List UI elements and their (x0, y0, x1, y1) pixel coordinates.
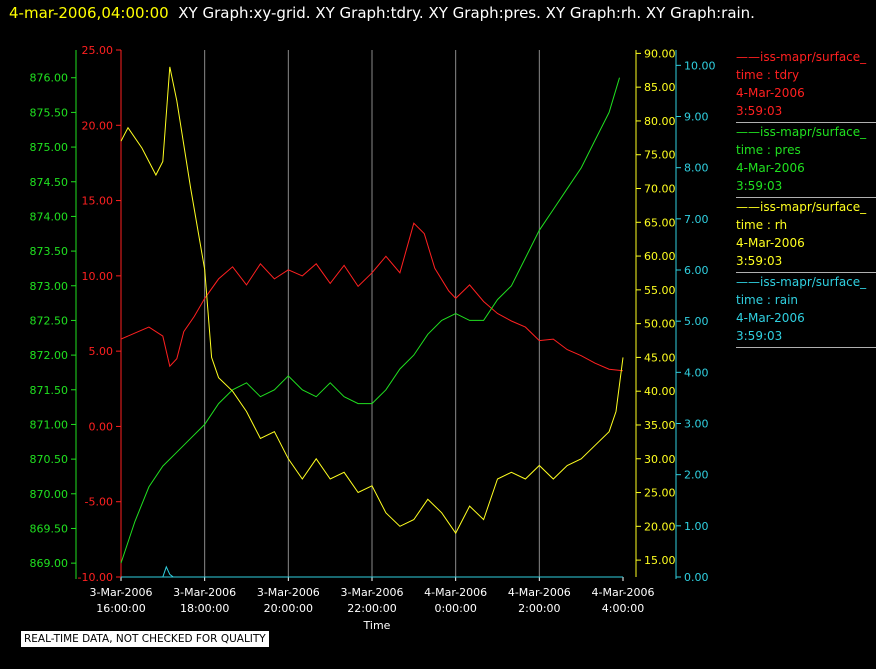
timestamp: 4-mar-2006,04:00:00 (9, 4, 169, 22)
legend-field: time : rain (736, 293, 799, 307)
pres-tick-label: 870.00 (30, 488, 69, 501)
legend-series: ——iss-mapr/surface_ (736, 125, 867, 139)
legend-time: 3:59:03 (736, 104, 783, 118)
x-tick-label: 22:00:00 (347, 602, 396, 615)
x-tick-label: 2:00:00 (518, 602, 560, 615)
tdry-tick-label: 20.00 (82, 119, 114, 132)
x-tick-label: 4-Mar-2006 (424, 586, 487, 599)
legend-date: 4-Mar-2006 (736, 86, 805, 100)
rh-tick-label: 20.00 (644, 520, 676, 533)
x-tick-label: 0:00:00 (434, 602, 476, 615)
pres-tick-label: 874.50 (30, 176, 69, 189)
rh-tick-label: 65.00 (644, 216, 676, 229)
legend-entry: ——iss-mapr/surface_time : rh 4-Mar-2006 3:… (736, 198, 876, 273)
x-tick-label: 18:00:00 (180, 602, 229, 615)
pres-tick-label: 873.00 (30, 280, 69, 293)
pres-tick-label: 875.00 (30, 141, 69, 154)
rain-tick-label: 3.00 (684, 418, 709, 431)
rh-tick-label: 55.00 (644, 284, 676, 297)
graph-list: XY Graph:xy-grid. XY Graph:tdry. XY Grap… (178, 4, 755, 22)
rh-tick-label: 40.00 (644, 385, 676, 398)
x-tick-label: 3-Mar-2006 (173, 586, 236, 599)
legend: ——iss-mapr/surface_ time : tdry 4-Mar-2006… (736, 48, 876, 348)
legend-time: 3:59:03 (736, 179, 783, 193)
x-tick-label: 4-Mar-2006 (508, 586, 571, 599)
pres-tick-label: 869.00 (30, 557, 69, 570)
rain-tick-label: 2.00 (684, 469, 709, 482)
tdry-tick-label: -10.00 (78, 571, 113, 584)
legend-entry: ——iss-mapr/surface_time : tdry 4-Mar-2006… (736, 48, 876, 123)
legend-series: ——iss-mapr/surface_ (736, 50, 867, 64)
pres-tick-label: 873.50 (30, 245, 69, 258)
rain-tick-label: 0.00 (684, 571, 709, 584)
pres-tick-label: 869.50 (30, 522, 69, 535)
x-tick-label: 16:00:00 (96, 602, 145, 615)
rain-tick-label: 10.00 (684, 59, 716, 72)
x-tick-label: 3-Mar-2006 (90, 586, 153, 599)
pres-tick-label: 871.00 (30, 418, 69, 431)
x-axis-label: Time (363, 619, 391, 632)
rh-tick-label: 75.00 (644, 149, 676, 162)
legend-time: 3:59:03 (736, 329, 783, 343)
tdry-tick-label: 0.00 (89, 420, 114, 433)
series-line-tdry (120, 222, 624, 372)
legend-field: time : rh (736, 218, 788, 232)
legend-date: 4-Mar-2006 (736, 236, 805, 250)
rh-tick-label: 30.00 (644, 453, 676, 466)
pres-tick-label: 875.50 (30, 106, 69, 119)
tdry-tick-label: 5.00 (89, 345, 114, 358)
x-tick-label: 4:00:00 (602, 602, 644, 615)
legend-series: ——iss-mapr/surface_ (736, 200, 867, 214)
rh-tick-label: 25.00 (644, 487, 676, 500)
pres-tick-label: 870.50 (30, 453, 69, 466)
pres-tick-label: 874.00 (30, 210, 69, 223)
tdry-tick-label: 10.00 (82, 270, 114, 283)
rain-tick-label: 4.00 (684, 366, 709, 379)
legend-entry: ——iss-mapr/surface_time : pres 4-Mar-2006… (736, 123, 876, 198)
rh-tick-label: 60.00 (644, 250, 676, 263)
legend-field: time : tdry (736, 68, 800, 82)
legend-series: ——iss-mapr/surface_ (736, 275, 867, 289)
rain-tick-label: 1.00 (684, 520, 709, 533)
legend-date: 4-Mar-2006 (736, 161, 805, 175)
rain-tick-label: 7.00 (684, 213, 709, 226)
rain-tick-label: 8.00 (684, 162, 709, 175)
tdry-tick-label: 25.00 (82, 44, 114, 57)
page-title: 4-mar-2006,04:00:00 XY Graph:xy-grid. XY… (9, 4, 755, 22)
x-tick-label: 4-Mar-2006 (592, 586, 655, 599)
rh-tick-label: 35.00 (644, 419, 676, 432)
rh-tick-label: 70.00 (644, 183, 676, 196)
rh-tick-label: 80.00 (644, 115, 676, 128)
series-line-pres (120, 77, 620, 564)
x-tick-label: 20:00:00 (264, 602, 313, 615)
pres-tick-label: 872.00 (30, 349, 69, 362)
x-tick-label: 3-Mar-2006 (341, 586, 404, 599)
legend-entry: ——iss-mapr/surface_time : rain 4-Mar-2006… (736, 273, 876, 348)
pres-tick-label: 871.50 (30, 384, 69, 397)
quality-notice: REAL-TIME DATA, NOT CHECKED FOR QUALITY (21, 631, 269, 647)
legend-field: time : pres (736, 143, 801, 157)
tdry-tick-label: -5.00 (85, 496, 113, 509)
legend-time: 3:59:03 (736, 254, 783, 268)
rain-tick-label: 5.00 (684, 315, 709, 328)
rh-tick-label: 85.00 (644, 81, 676, 94)
rh-tick-label: 15.00 (644, 554, 676, 567)
pres-tick-label: 872.50 (30, 314, 69, 327)
pres-tick-label: 876.00 (30, 72, 69, 85)
rh-tick-label: 45.00 (644, 351, 676, 364)
series-line-rain (121, 565, 623, 578)
rh-tick-label: 90.00 (644, 47, 676, 60)
series-line-rh (120, 66, 624, 535)
x-tick-label: 3-Mar-2006 (257, 586, 320, 599)
tdry-tick-label: 15.00 (82, 195, 114, 208)
rh-tick-label: 50.00 (644, 318, 676, 331)
legend-date: 4-Mar-2006 (736, 311, 805, 325)
rain-tick-label: 9.00 (684, 111, 709, 124)
rain-tick-label: 6.00 (684, 264, 709, 277)
